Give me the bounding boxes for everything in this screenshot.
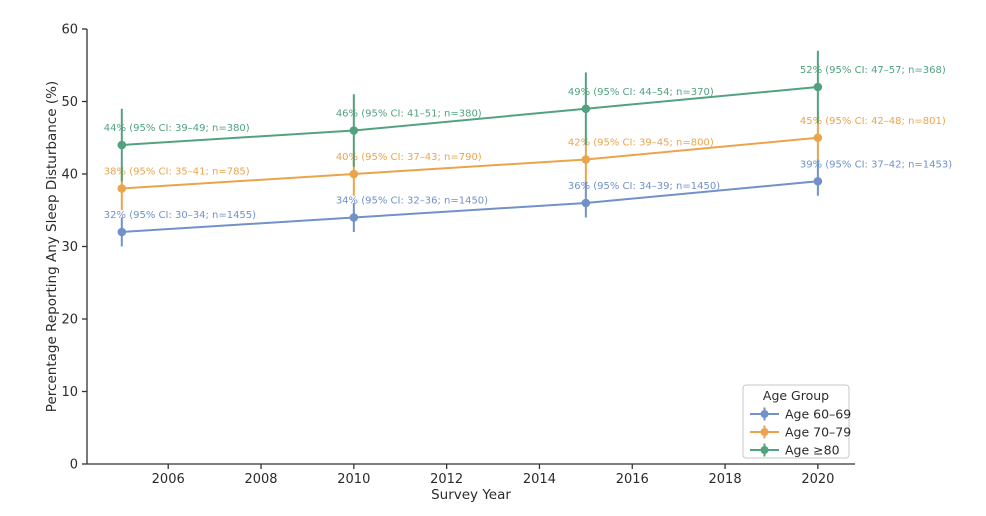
series-line — [121, 86, 818, 146]
data-point — [349, 169, 359, 179]
series-age-≥80: 44% (95% CI: 39–49; n=380) 46% (95% CI: 4… — [104, 50, 946, 182]
y-tick-label: 0 — [70, 458, 78, 473]
legend-title: Age Group — [763, 388, 829, 403]
legend-item-age-60–69: Age 60–69 — [750, 406, 851, 421]
y-tick-label: 30 — [61, 240, 78, 255]
x-tick-label: 2020 — [801, 472, 834, 487]
legend-item-age-≥80: Age ≥80 — [750, 442, 840, 457]
x-tick-label: 2012 — [430, 472, 463, 487]
legend: Age Group Age 60–69 Age 70–79 Age ≥80 — [742, 384, 851, 459]
data-point — [349, 213, 359, 222]
data-point — [117, 184, 127, 193]
y-tick-label: 50 — [61, 95, 78, 110]
point-annotation: 34% (95% CI: 32–36; n=1450) — [336, 196, 488, 207]
x-tick-label: 2008 — [244, 472, 277, 487]
point-annotation: 32% (95% CI: 30–34; n=1455) — [104, 210, 256, 221]
data-point — [813, 133, 823, 143]
legend-item-label: Age ≥80 — [785, 442, 840, 457]
point-annotation: 49% (95% CI: 44–54; n=370) — [568, 87, 714, 98]
x-tick-label: 2014 — [523, 472, 556, 487]
point-annotation: 40% (95% CI: 37–43; n=790) — [336, 152, 482, 163]
x-tick-label: 2018 — [709, 472, 742, 487]
data-point — [581, 198, 591, 208]
data-point — [813, 176, 823, 186]
series-line — [121, 136, 818, 190]
data-point — [581, 104, 591, 114]
series-age-70–79: 38% (95% CI: 35–41; n=785) 40% (95% CI: 3… — [104, 116, 946, 211]
y-tick-label: 60 — [61, 23, 78, 38]
x-tick-label: 2010 — [337, 472, 370, 487]
legend-item-label: Age 60–69 — [785, 406, 851, 421]
x-tick-label: 2006 — [152, 472, 185, 487]
point-annotation: 45% (95% CI: 42–48; n=801) — [800, 116, 946, 127]
point-annotation: 38% (95% CI: 35–41; n=785) — [104, 167, 250, 178]
data-point — [117, 140, 127, 150]
y-axis-title: Percentage Reporting Any Sleep Disturban… — [44, 81, 60, 412]
data-point — [349, 126, 359, 135]
y-tick-label: 40 — [61, 168, 78, 183]
legend-item-age-70–79: Age 70–79 — [750, 424, 851, 439]
data-point — [117, 227, 127, 237]
point-annotation: 52% (95% CI: 47–57; n=368) — [800, 65, 946, 76]
x-tick-label: 2016 — [616, 472, 649, 487]
x-axis-title: Survey Year — [431, 487, 511, 503]
series-line — [121, 180, 818, 233]
point-annotation: 36% (95% CI: 34–39; n=1450) — [568, 181, 720, 192]
legend-item-label: Age 70–79 — [785, 424, 851, 439]
y-tick-label: 10 — [61, 385, 78, 400]
point-annotation: 42% (95% CI: 39–45; n=800) — [568, 138, 714, 149]
point-annotation: 44% (95% CI: 39–49; n=380) — [104, 123, 250, 134]
point-annotation: 39% (95% CI: 37–42; n=1453) — [800, 159, 952, 170]
series-age-60–69: 32% (95% CI: 30–34; n=1455) 34% (95% CI: … — [104, 159, 952, 247]
y-tick-label: 20 — [61, 313, 78, 328]
legend-marker-point — [760, 446, 769, 454]
point-annotation: 46% (95% CI: 41–51; n=380) — [336, 109, 482, 120]
data-point — [581, 155, 591, 164]
legend-marker-point — [760, 428, 769, 436]
legend-marker-point — [760, 410, 769, 418]
data-point — [813, 82, 823, 92]
legend-box — [742, 384, 850, 459]
